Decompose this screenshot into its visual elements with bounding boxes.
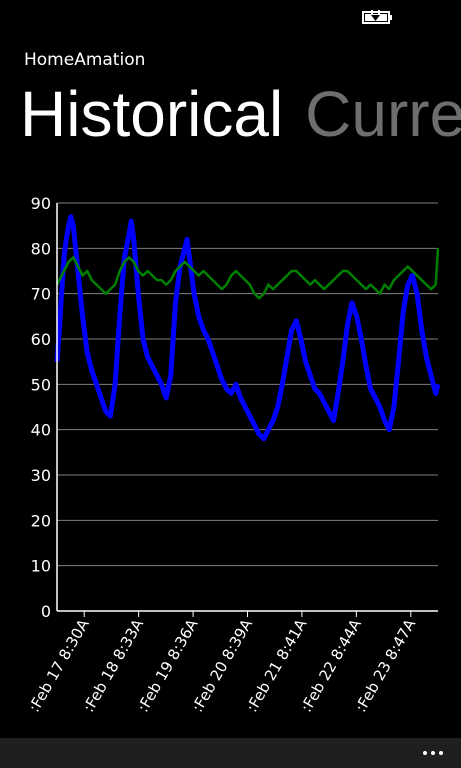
app-title: HomeAmation [24, 50, 146, 70]
pivot-headers: Historical Current [20, 78, 461, 150]
status-bar [0, 0, 461, 32]
y-tick-label: 10 [31, 557, 51, 576]
y-tick-label: 30 [31, 466, 51, 485]
pivot-header-historical[interactable]: Historical [20, 78, 284, 150]
more-icon [439, 751, 443, 755]
y-tick-label: 80 [31, 239, 51, 258]
chart-series [54, 214, 441, 442]
y-tick-label: 20 [31, 511, 51, 530]
more-button[interactable] [413, 738, 453, 768]
battery-charging-icon [362, 10, 392, 24]
app-bar [0, 738, 461, 768]
x-tick-label: :Feb 23 8:47A [352, 615, 420, 715]
y-tick-labels: 0 10 20 30 40 50 60 70 80 90 [31, 194, 51, 621]
y-tick-label: 90 [31, 194, 51, 213]
y-tick-label: 70 [31, 285, 51, 304]
series-line [54, 214, 441, 442]
series-line [55, 248, 440, 300]
chart-axes [56, 203, 438, 617]
y-tick-label: 40 [31, 421, 51, 440]
y-tick-label: 0 [41, 602, 51, 621]
x-tick-labels: :Feb 17 8:30A:Feb 18 8:33A:Feb 19 8:36A:… [25, 615, 420, 715]
historical-chart: 0 10 20 30 40 50 60 70 80 90 :Feb 17 8:30A:Feb 18… [25, 194, 441, 715]
more-icon [423, 751, 427, 755]
chart-grid [57, 202, 438, 567]
pivot-header-current[interactable]: Current [305, 78, 461, 150]
y-tick-label: 50 [31, 375, 51, 394]
more-icon [431, 751, 435, 755]
y-tick-label: 60 [31, 330, 51, 349]
